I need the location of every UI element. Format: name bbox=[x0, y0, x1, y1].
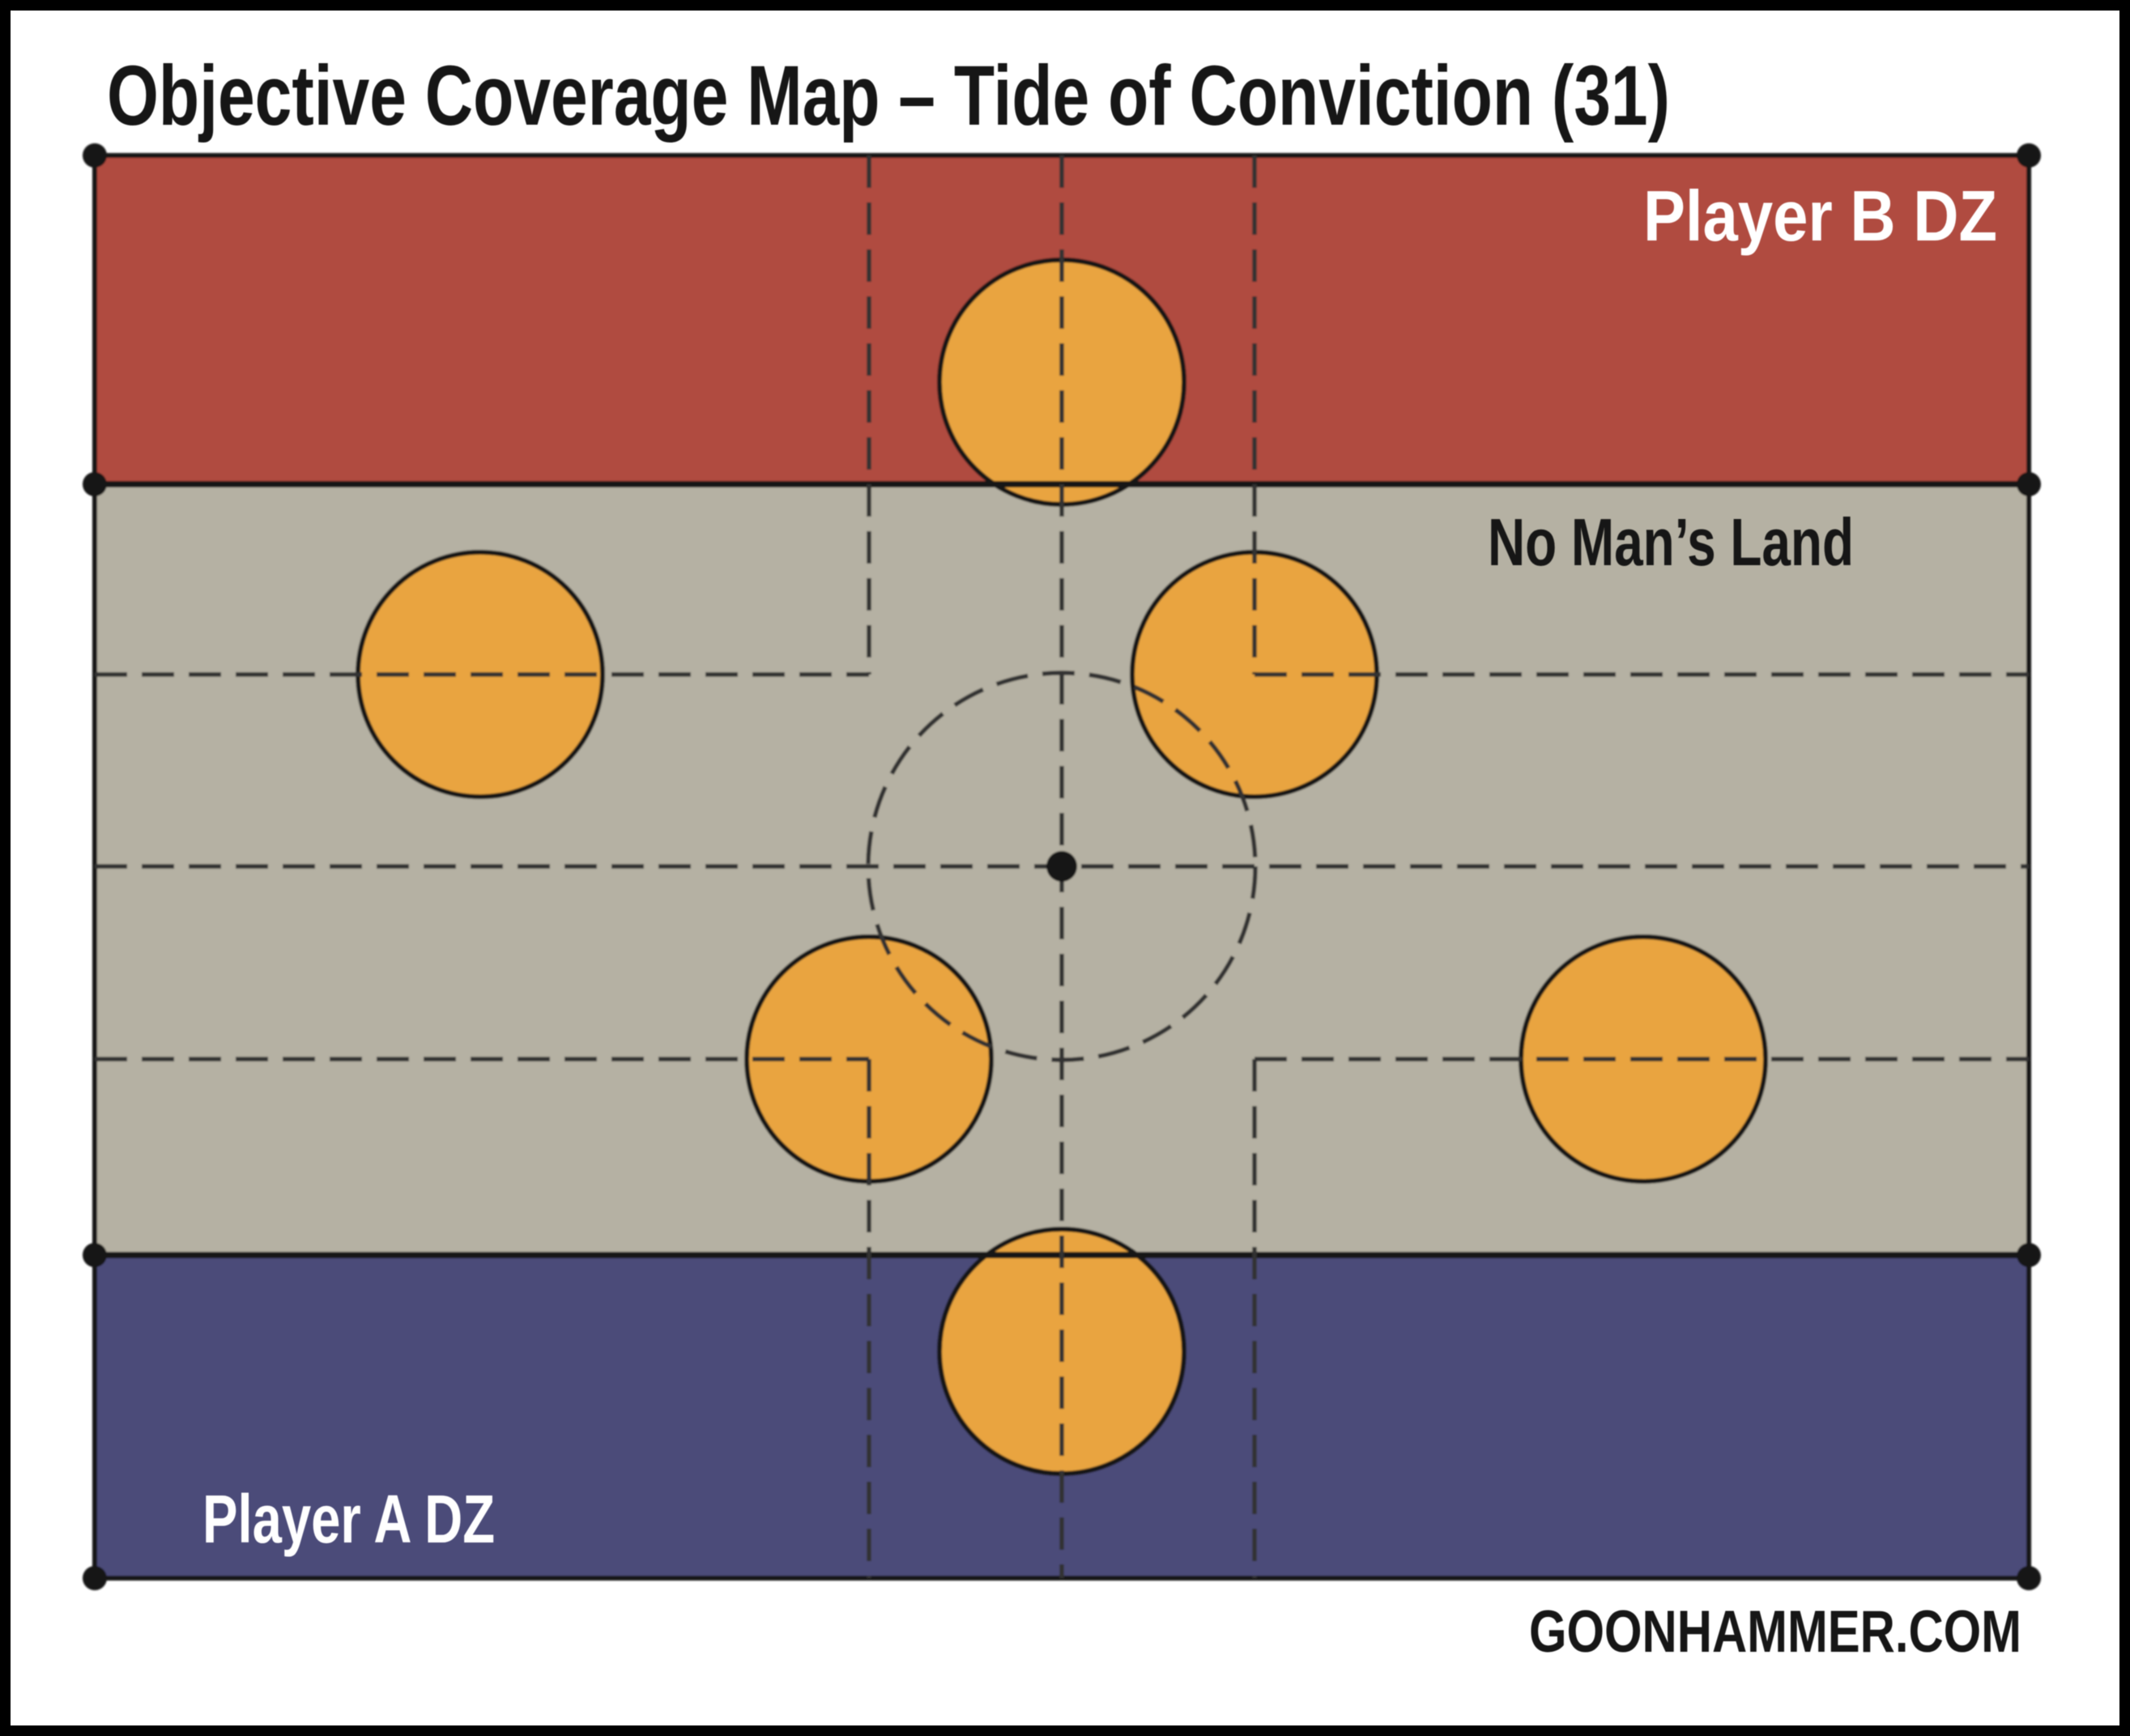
board-corner-dots bbox=[83, 143, 2041, 1590]
corner-dot-top-left bbox=[83, 143, 107, 168]
center-range-circle bbox=[866, 670, 1258, 1062]
watermark: GOONHAMMER.COM bbox=[1529, 1599, 2021, 1665]
boundary-dot-a-left bbox=[83, 1243, 107, 1267]
zone-label-player-a: Player A DZ bbox=[202, 1481, 495, 1557]
boundary-dot-b-left bbox=[83, 472, 107, 496]
corner-dot-bottom-right bbox=[2017, 1566, 2041, 1590]
boundary-dot-a-right bbox=[2017, 1243, 2041, 1267]
corner-dot-top-right bbox=[2017, 143, 2041, 168]
board bbox=[83, 143, 2041, 1590]
zone-label-no-mans-land: No Man’s Land bbox=[1488, 504, 1854, 580]
boundary-dot-b-right bbox=[2017, 472, 2041, 496]
corner-dot-bottom-left bbox=[83, 1566, 107, 1590]
board-center-dot bbox=[1046, 851, 1077, 882]
page-title: Objective Coverage Map – Tide of Convict… bbox=[107, 49, 1670, 143]
zone-label-player-b: Player B DZ bbox=[1643, 176, 1997, 256]
